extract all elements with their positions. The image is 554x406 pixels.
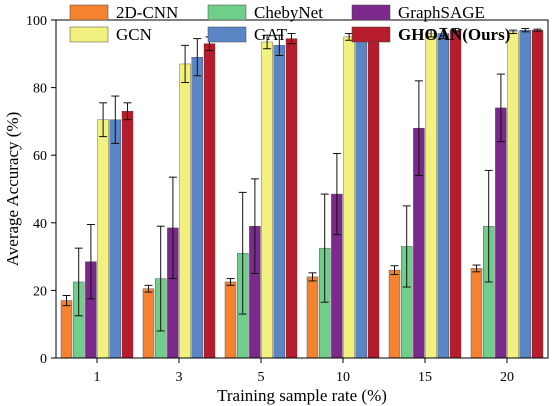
bar — [495, 107, 507, 359]
bar — [343, 36, 355, 359]
bar — [519, 29, 531, 359]
bar — [367, 33, 380, 359]
bar — [203, 43, 216, 359]
bar — [449, 29, 462, 359]
legend-swatch — [69, 4, 109, 21]
y-axis-label: Average Accuracy (%) — [3, 112, 22, 266]
legend-label: GAT — [254, 25, 288, 44]
legend-label: GCN — [116, 25, 152, 44]
bar — [437, 33, 449, 359]
bar — [273, 45, 285, 359]
legend: 2D-CNN ChebyNet GraphSAGE GCN GAT GHOAN(Ours) — [69, 3, 510, 44]
bar — [285, 38, 298, 359]
bar — [121, 111, 134, 359]
x-tick-label: 20 — [500, 370, 514, 385]
legend-swatch — [207, 4, 247, 21]
bar — [306, 276, 319, 359]
bar — [179, 63, 191, 359]
y-tick-label: 20 — [33, 284, 47, 299]
y-tick-label: 0 — [40, 352, 47, 367]
bar — [97, 119, 109, 359]
y-tick-label: 40 — [33, 217, 47, 232]
bar — [388, 269, 401, 359]
legend-swatch — [351, 26, 391, 43]
x-axis-label: Training sample rate (%) — [217, 386, 387, 405]
x-tick-label: 5 — [258, 370, 265, 385]
legend-swatch — [351, 4, 391, 21]
legend-label: ChebyNet — [254, 3, 323, 22]
bar — [355, 35, 367, 359]
legend-swatch — [207, 26, 247, 43]
bar — [507, 31, 519, 359]
error-bars-layer — [62, 27, 542, 332]
bar — [261, 41, 273, 359]
bar — [109, 119, 122, 359]
axes-layer: 0 20 40 60 80 100 1 3 5 10 15 20 — [26, 14, 514, 385]
plot-frame — [55, 19, 549, 359]
bar — [60, 300, 73, 359]
legend-label: 2D-CNN — [116, 3, 178, 22]
y-tick-label: 80 — [33, 82, 47, 97]
bar — [470, 268, 483, 359]
bars-layer — [60, 29, 544, 359]
bar — [224, 281, 237, 359]
bar — [425, 33, 437, 359]
x-tick-label: 15 — [418, 370, 432, 385]
y-tick-label: 60 — [33, 149, 47, 164]
x-tick-label: 3 — [176, 370, 183, 385]
x-tick-label: 10 — [336, 370, 350, 385]
legend-label: GraphSAGE — [398, 3, 485, 22]
bar — [142, 288, 155, 359]
bar — [191, 56, 204, 359]
legend-swatch — [69, 26, 109, 43]
bar — [531, 29, 544, 359]
y-tick-label: 100 — [26, 14, 47, 29]
legend-label: GHOAN(Ours) — [398, 25, 510, 44]
x-tick-label: 1 — [94, 370, 101, 385]
